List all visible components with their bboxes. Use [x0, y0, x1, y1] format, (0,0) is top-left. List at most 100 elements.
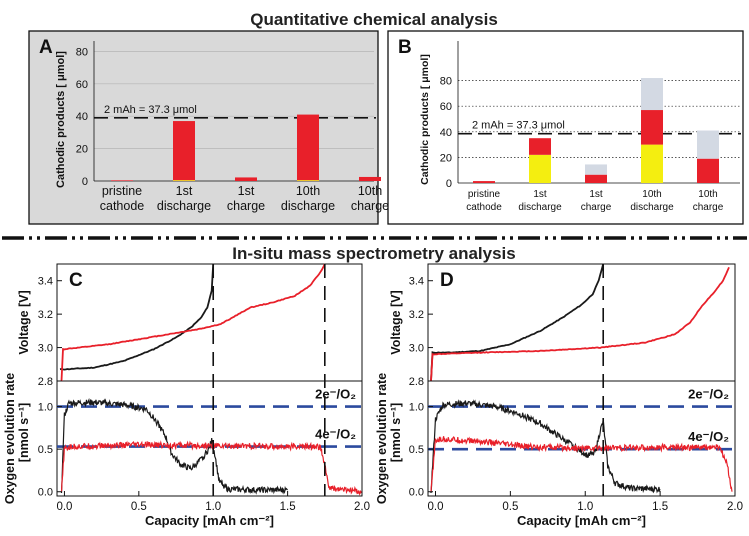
y-tick-label: 80	[76, 46, 88, 58]
x-tick-label: 0.5	[131, 501, 147, 513]
bar-segment	[173, 180, 195, 181]
x-tick-label: 1.5	[652, 501, 668, 513]
category-label: discharge	[281, 199, 335, 213]
y-tick-label: 0.5	[38, 444, 53, 456]
y-tick-label: 3.0	[38, 343, 53, 355]
category-label: 10th	[698, 189, 717, 200]
x-tick-label: 1.5	[280, 501, 296, 513]
bar-segment	[473, 181, 495, 183]
category-label: 10th	[358, 184, 382, 198]
oer-curve	[60, 397, 289, 495]
category-label: discharge	[630, 202, 674, 213]
y-tick-label: 0	[82, 176, 88, 188]
y-tick-label: 2.8	[409, 376, 424, 388]
y-tick-label: 3.4	[38, 276, 53, 288]
y-tick-label: 20	[440, 152, 452, 164]
y-tick-label: 3.2	[38, 309, 53, 321]
category-label: 1st	[533, 189, 547, 200]
y-tick-label: 0	[446, 178, 452, 190]
category-label: charge	[351, 199, 389, 213]
y-tick-label: 0.0	[38, 487, 53, 499]
panel-letter: B	[398, 37, 412, 58]
y-tick-label: 20	[76, 144, 88, 156]
bar-segment	[529, 138, 551, 155]
panel-letter: C	[69, 270, 83, 291]
bar-segment	[641, 110, 663, 145]
category-label: cathode	[466, 202, 502, 213]
x-tick-label: 0.0	[427, 501, 443, 513]
y-tick-label: 0.5	[409, 444, 424, 456]
category-label: 10th	[296, 184, 320, 198]
category-label: discharge	[518, 202, 562, 213]
category-label: 1st	[589, 189, 603, 200]
bar-segment	[111, 180, 133, 181]
category-label: charge	[227, 199, 265, 213]
y-tick-label: 40	[440, 127, 452, 139]
category-label: charge	[581, 202, 612, 213]
voltage-curve	[430, 266, 730, 381]
oer-curve	[430, 436, 733, 492]
voltage-curve	[59, 263, 215, 371]
category-label: discharge	[157, 199, 211, 213]
y-axis-label: Cathodic products [ μmol]	[55, 51, 67, 188]
plot-frame	[427, 263, 736, 497]
panel-letter: D	[440, 270, 454, 291]
category-label: pristine	[468, 189, 501, 200]
oer-axis-label-line1: Oxygen evolution rate	[375, 373, 389, 504]
category-label: 1st	[238, 184, 255, 198]
voltage-curve	[60, 263, 326, 381]
reference-label: 2 mAh = 37.3 μmol	[472, 120, 565, 132]
y-axis-label: Cathodic products [ μmol]	[419, 54, 431, 185]
heading-mass-spec: In-situ mass spectrometry analysis	[232, 244, 515, 263]
bar-segment	[173, 121, 195, 181]
panel-c: C 2e⁻/O₂ 4e⁻/O₂ 2.8 3.0 3.2 3.4 0.0 0.5 1.0 0.0 0.5…	[3, 263, 370, 528]
y-tick-label: 60	[76, 79, 88, 91]
oer-axis-label-line2: [nmol s⁻¹]	[17, 403, 31, 462]
panel-frame	[28, 30, 379, 225]
reference-label: 2 mAh = 37.3 μmol	[104, 104, 197, 116]
y-tick-label: 1.0	[409, 402, 424, 414]
panel-frame	[387, 30, 744, 225]
bar-segment	[697, 130, 719, 159]
bar-segment	[585, 174, 607, 183]
y-tick-label: 2.8	[38, 376, 53, 388]
y-tick-label: 80	[440, 76, 452, 88]
category-label: cathode	[100, 199, 145, 213]
y-tick-label: 60	[440, 101, 452, 113]
category-label: pristine	[102, 184, 142, 198]
bar-segment	[359, 176, 381, 181]
plot-frame	[56, 263, 363, 497]
category-label: charge	[693, 202, 724, 213]
bar-segment	[697, 158, 719, 183]
ref-line-label: 2e⁻/O₂	[688, 387, 729, 402]
bar-segment	[235, 177, 257, 181]
x-axis-label: Capacity [mAh cm⁻²]	[517, 513, 646, 528]
oer-axis-label-line1: Oxygen evolution rate	[3, 373, 17, 504]
x-tick-label: 2.0	[354, 501, 370, 513]
y-tick-label: 3.0	[409, 343, 424, 355]
bar-segment	[297, 180, 319, 181]
panel-a: A 0 20 40 60 80 2 mAh = 37.3 μmol Cathodic prod…	[28, 30, 389, 225]
bar-segment	[529, 154, 551, 183]
y-tick-label: 40	[76, 111, 88, 123]
ref-line-label: 4e⁻/O₂	[315, 427, 356, 442]
y-tick-label: 3.4	[409, 276, 424, 288]
bar-segment	[641, 78, 663, 111]
category-label: 1st	[176, 184, 193, 198]
heading-quantitative: Quantitative chemical analysis	[250, 10, 498, 29]
ref-line-label: 4e⁻/O₂	[688, 429, 729, 444]
oer-curve	[60, 440, 363, 496]
ref-line-label: 2e⁻/O₂	[315, 387, 356, 402]
panel-d: D 2e⁻/O₂ 4e⁻/O₂ 2.8 3.0 3.2 3.4 0.0 0.5 1.0 0.0 0.5…	[375, 263, 743, 528]
voltage-axis-label: Voltage [V]	[17, 290, 31, 354]
x-tick-label: 1.0	[577, 501, 593, 513]
x-axis-label: Capacity [mAh cm⁻²]	[145, 513, 274, 528]
voltage-curve	[430, 263, 605, 381]
panel-b: B 0 20 40 60 80 2 mAh = 37.3 μmol Cathodic prod…	[387, 30, 744, 225]
bar-segment	[585, 164, 607, 175]
y-tick-label: 3.2	[409, 309, 424, 321]
x-tick-label: 0.0	[56, 501, 72, 513]
bar-segment	[297, 114, 319, 181]
y-tick-label: 1.0	[38, 402, 53, 414]
category-label: 10th	[642, 189, 661, 200]
